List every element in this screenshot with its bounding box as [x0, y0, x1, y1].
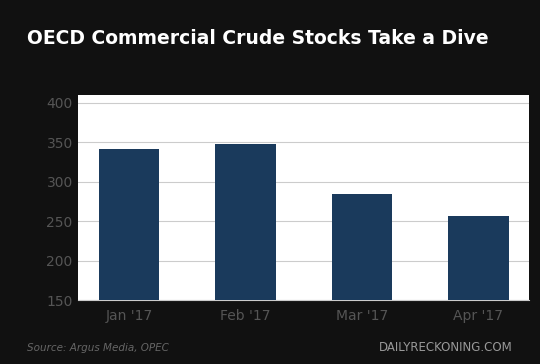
Text: OECD Commercial Crude Stocks Take a Dive: OECD Commercial Crude Stocks Take a Dive — [27, 29, 489, 48]
Bar — [99, 149, 159, 364]
Bar — [215, 144, 276, 364]
Bar — [332, 194, 392, 364]
Text: Source: Argus Media, OPEC: Source: Argus Media, OPEC — [27, 343, 169, 353]
Bar — [448, 217, 509, 364]
Text: DAILYRECKONING.COM: DAILYRECKONING.COM — [379, 341, 513, 354]
